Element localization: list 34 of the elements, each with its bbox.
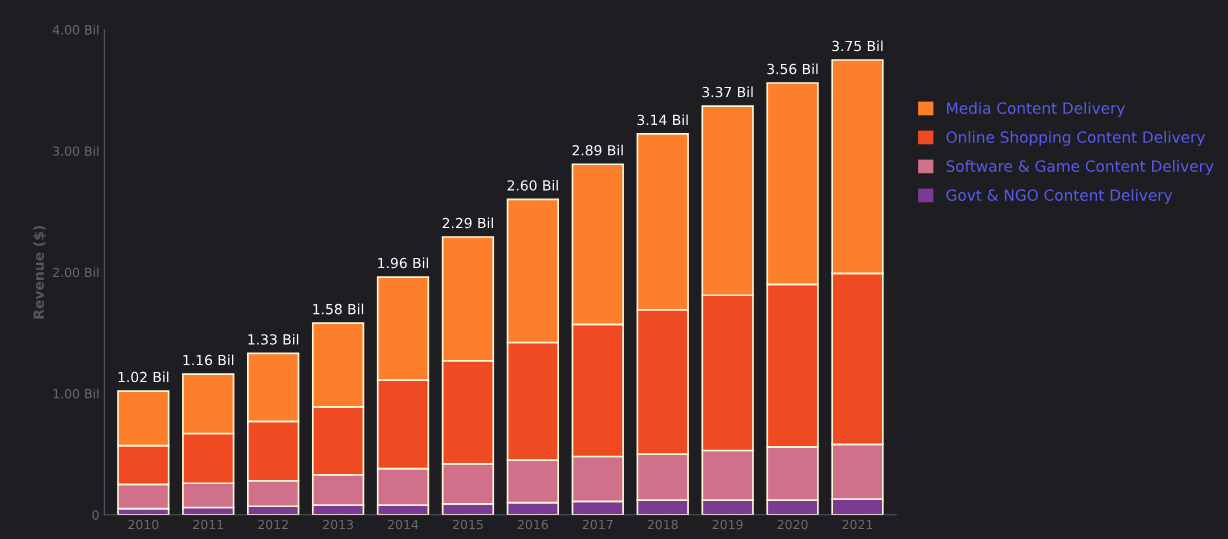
- y-tick-label: 3.00 Bil: [53, 146, 99, 156]
- total-label: 3.56 Bil: [767, 63, 818, 75]
- y-axis-title: Revenue ($): [33, 225, 46, 319]
- x-tick-label: 2012: [258, 519, 288, 530]
- x-tick-label: 2016: [517, 519, 548, 530]
- total-label: 3.75 Bil: [832, 40, 883, 52]
- y-tick-label: 1.00 Bil: [53, 388, 99, 399]
- x-tick-label: 2020: [777, 519, 808, 530]
- legend-label: Software & Game Content Delivery: [946, 160, 1214, 175]
- legend-label: Govt & NGO Content Delivery: [946, 189, 1173, 204]
- total-label: 1.02 Bil: [118, 371, 169, 383]
- legend-label: Online Shopping Content Delivery: [946, 131, 1205, 146]
- y-tick-label: 4.00 Bil: [52, 24, 99, 35]
- total-label: 2.60 Bil: [507, 179, 558, 191]
- total-label: 1.58 Bil: [313, 303, 364, 315]
- total-label: 3.14 Bil: [637, 114, 688, 126]
- x-tick-label: 2018: [647, 519, 678, 530]
- x-tick-label: 2021: [842, 519, 873, 530]
- x-tick-label: 2010: [128, 519, 159, 530]
- y-tick-label: 2.00 Bil: [53, 267, 99, 278]
- x-tick-label: 2017: [582, 519, 613, 530]
- x-tick-label: 2015: [452, 519, 483, 530]
- total-label: 1.96 Bil: [378, 257, 429, 269]
- x-tick-label: 2013: [323, 519, 354, 530]
- x-tick-label: 2014: [388, 519, 419, 530]
- total-label: 3.37 Bil: [702, 86, 753, 98]
- legend-label: Media Content Delivery: [947, 102, 1125, 117]
- x-tick-label: 2019: [712, 519, 743, 530]
- y-tick-label: 0: [92, 510, 99, 520]
- x-tick-label: 2011: [193, 519, 224, 530]
- total-label: 2.29 Bil: [442, 217, 493, 229]
- total-label: 1.16 Bil: [183, 354, 234, 366]
- total-label: 1.33 Bil: [248, 333, 299, 345]
- total-label: 2.89 Bil: [572, 144, 623, 156]
